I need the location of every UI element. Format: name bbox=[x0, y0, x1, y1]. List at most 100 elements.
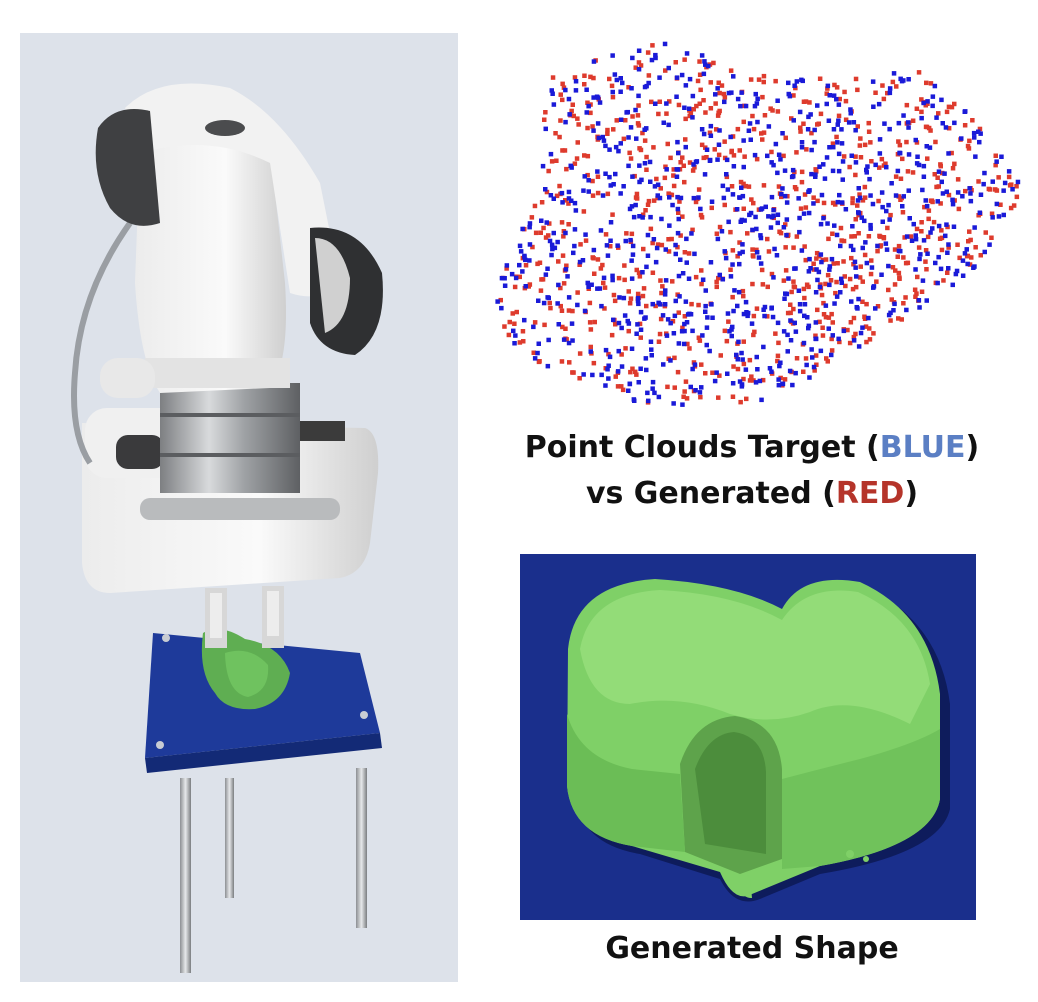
generated-point bbox=[699, 362, 704, 367]
generated-point bbox=[946, 192, 952, 198]
target-point bbox=[823, 303, 829, 308]
target-point bbox=[793, 370, 798, 376]
target-point bbox=[868, 222, 873, 228]
target-point bbox=[832, 223, 837, 228]
generated-point bbox=[993, 153, 998, 158]
target-point bbox=[551, 102, 557, 107]
target-point bbox=[559, 190, 565, 196]
generated-point bbox=[802, 295, 807, 301]
generated-point bbox=[724, 174, 730, 180]
generated-point bbox=[731, 364, 736, 369]
target-point bbox=[614, 77, 620, 83]
generated-point bbox=[850, 200, 855, 206]
target-point bbox=[739, 384, 745, 389]
target-point bbox=[805, 127, 811, 132]
target-point bbox=[591, 128, 596, 133]
target-point bbox=[752, 103, 758, 109]
generated-point bbox=[869, 159, 874, 164]
target-point bbox=[746, 128, 752, 133]
target-point bbox=[748, 137, 753, 142]
target-point bbox=[743, 103, 749, 109]
generated-point bbox=[683, 116, 688, 122]
generated-point bbox=[939, 247, 945, 253]
generated-point bbox=[864, 339, 869, 345]
target-point bbox=[785, 349, 790, 354]
generated-point bbox=[699, 215, 705, 220]
generated-point bbox=[832, 82, 837, 88]
generated-point bbox=[616, 275, 622, 281]
generated-point bbox=[738, 179, 744, 185]
generated-point bbox=[561, 234, 566, 239]
generated-point bbox=[567, 360, 572, 365]
generated-point bbox=[864, 301, 869, 307]
generated-point bbox=[903, 295, 908, 300]
target-point bbox=[585, 280, 590, 286]
target-point bbox=[806, 269, 812, 274]
generated-point bbox=[824, 91, 829, 96]
target-point bbox=[573, 88, 579, 93]
target-point bbox=[549, 88, 554, 93]
target-point bbox=[630, 243, 636, 249]
generated-point bbox=[812, 368, 817, 373]
target-point bbox=[670, 202, 675, 208]
target-point bbox=[921, 238, 927, 243]
target-point bbox=[924, 298, 929, 303]
generated-point bbox=[751, 200, 756, 206]
target-point bbox=[618, 76, 623, 81]
generated-point bbox=[989, 235, 994, 240]
generated-point bbox=[717, 373, 722, 378]
generated-point bbox=[901, 255, 906, 260]
generated-point bbox=[566, 201, 571, 206]
target-point bbox=[598, 228, 604, 233]
target-point bbox=[834, 294, 840, 299]
target-point bbox=[615, 243, 620, 248]
generated-point bbox=[842, 274, 847, 279]
target-point bbox=[831, 127, 837, 132]
target-point bbox=[836, 336, 841, 342]
generated-point bbox=[830, 141, 836, 146]
generated-point bbox=[627, 301, 633, 306]
target-point bbox=[513, 333, 518, 338]
generated-point bbox=[637, 274, 643, 279]
generated-point bbox=[946, 126, 952, 131]
target-point bbox=[780, 381, 786, 387]
generated-point bbox=[656, 111, 661, 117]
generated-point bbox=[683, 137, 688, 142]
target-point bbox=[753, 214, 758, 220]
target-point bbox=[548, 193, 554, 198]
target-point bbox=[808, 112, 813, 117]
generated-point bbox=[853, 331, 858, 337]
target-point bbox=[973, 154, 978, 159]
generated-point bbox=[704, 155, 709, 160]
target-point bbox=[994, 201, 1000, 207]
target-point bbox=[565, 274, 570, 279]
target-point bbox=[696, 195, 701, 200]
generated-point bbox=[769, 271, 775, 277]
target-point bbox=[545, 266, 550, 271]
generated-point bbox=[881, 235, 887, 240]
target-point bbox=[629, 346, 635, 351]
target-point bbox=[555, 239, 560, 245]
target-point bbox=[954, 268, 960, 274]
target-point bbox=[627, 206, 633, 212]
target-point bbox=[664, 167, 669, 172]
target-point bbox=[610, 277, 615, 283]
target-point bbox=[570, 338, 575, 343]
target-point bbox=[790, 382, 795, 388]
generated-point bbox=[669, 192, 675, 198]
target-point bbox=[755, 96, 760, 102]
generated-point bbox=[794, 356, 800, 361]
generated-point bbox=[646, 198, 652, 204]
generated-point bbox=[862, 184, 868, 190]
generated-point bbox=[825, 272, 831, 278]
generated-point bbox=[558, 92, 563, 97]
target-point bbox=[671, 331, 677, 336]
target-point bbox=[604, 243, 610, 248]
generated-point bbox=[741, 206, 746, 211]
generated-point bbox=[543, 110, 548, 115]
generated-point bbox=[749, 197, 754, 202]
generated-point bbox=[587, 320, 593, 325]
target-point bbox=[619, 364, 625, 369]
generated-point bbox=[858, 264, 863, 269]
target-point bbox=[831, 93, 837, 98]
